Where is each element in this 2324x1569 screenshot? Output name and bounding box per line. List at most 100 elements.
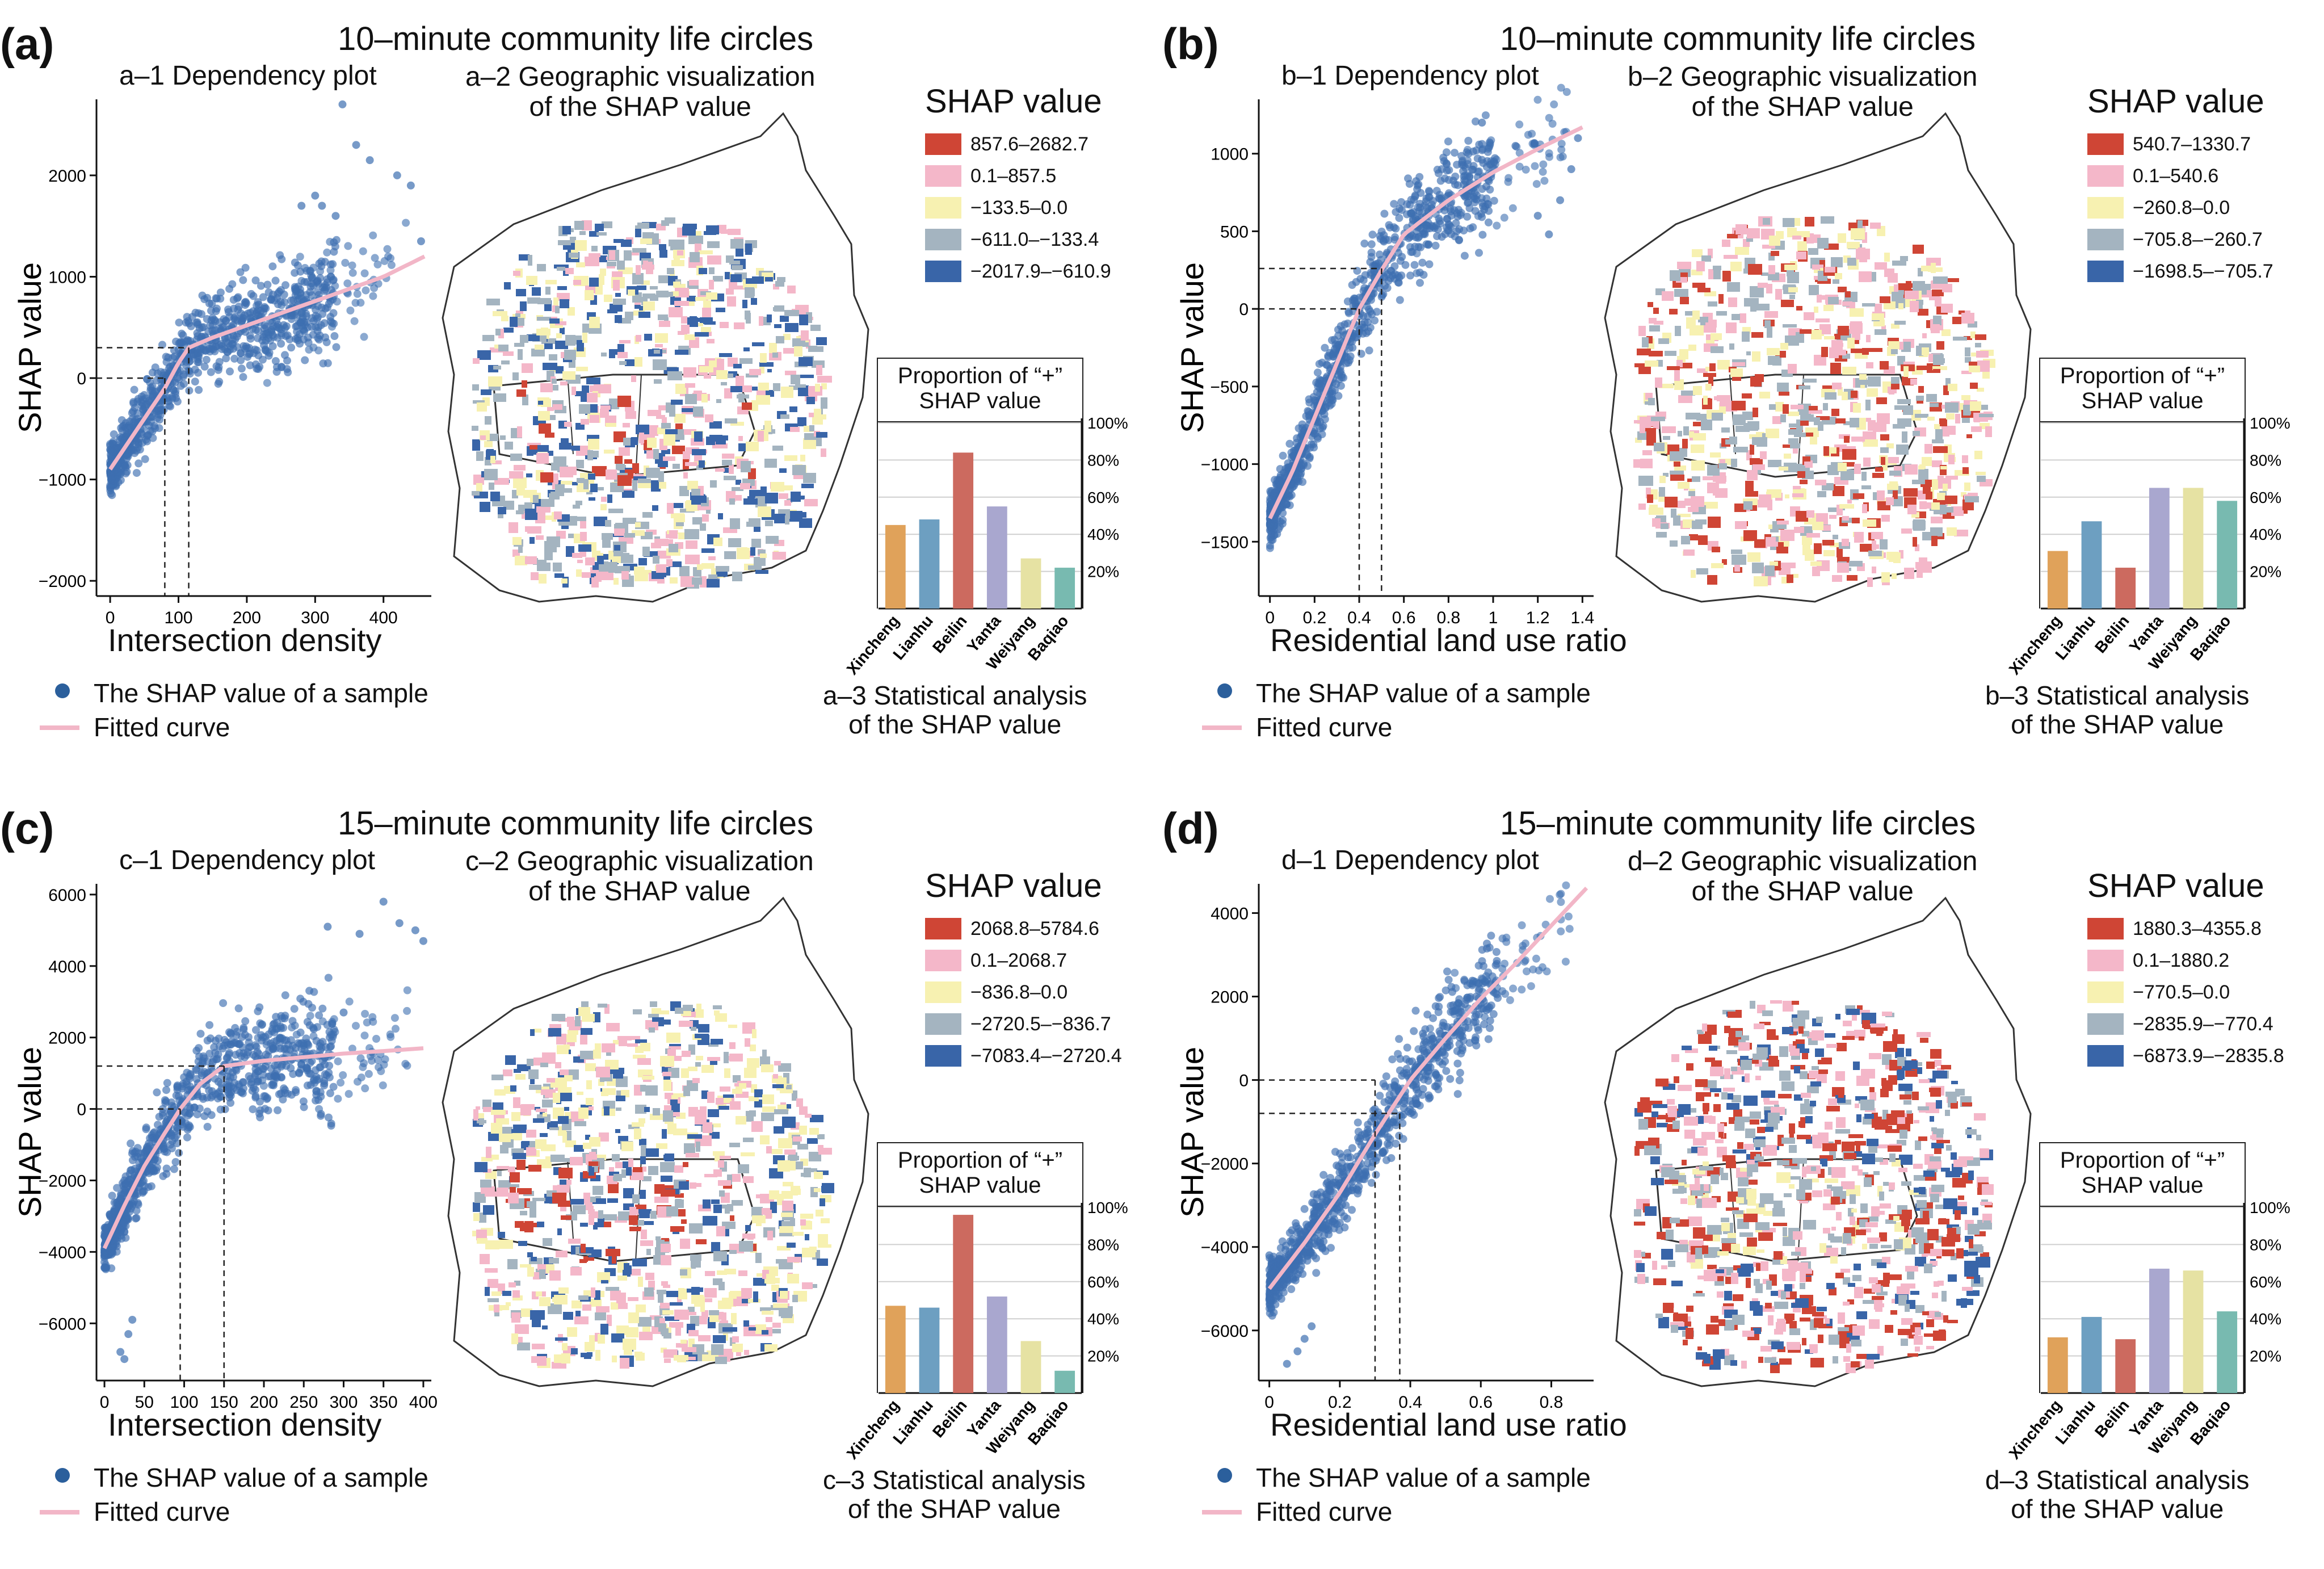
map-patch bbox=[588, 439, 599, 450]
panel-letter: (a) bbox=[0, 19, 54, 69]
region-boundary bbox=[442, 112, 869, 603]
map-patch bbox=[717, 1156, 731, 1159]
map-patch bbox=[666, 531, 671, 538]
map-patch bbox=[743, 498, 758, 505]
map-patch bbox=[1683, 519, 1693, 528]
map-patch bbox=[607, 1198, 618, 1203]
map-patch bbox=[1843, 421, 1854, 425]
map-patch bbox=[1966, 434, 1972, 438]
map-patch bbox=[730, 422, 744, 426]
map-patch bbox=[557, 1228, 562, 1235]
map-patch bbox=[1731, 549, 1742, 554]
map-patch bbox=[641, 297, 648, 305]
map-patch bbox=[705, 1271, 715, 1276]
map-patch bbox=[741, 461, 751, 472]
map-patch bbox=[1734, 563, 1740, 572]
x-axis-label: Intersection density bbox=[108, 622, 382, 658]
map-patch bbox=[520, 1211, 527, 1215]
map-patch bbox=[765, 493, 778, 504]
map-patch bbox=[601, 353, 607, 356]
map-patch bbox=[740, 483, 750, 489]
map-patch bbox=[729, 464, 734, 474]
map-patch bbox=[1769, 404, 1776, 410]
map-patch bbox=[1833, 486, 1844, 496]
map-patch bbox=[1822, 525, 1831, 531]
scatter-point bbox=[1330, 335, 1339, 344]
map-patch bbox=[512, 372, 519, 380]
map-patch bbox=[663, 434, 675, 446]
map-patch bbox=[701, 327, 711, 332]
map-patch bbox=[633, 1009, 642, 1014]
scatter-point bbox=[1548, 120, 1557, 128]
map-patch bbox=[759, 316, 763, 326]
map-patch bbox=[716, 566, 729, 572]
scatter-point bbox=[272, 316, 280, 325]
scatter-point bbox=[1412, 177, 1421, 186]
map-patch bbox=[1872, 313, 1884, 320]
map-patch bbox=[1868, 551, 1882, 556]
scatter-point bbox=[226, 367, 234, 376]
map-patch bbox=[736, 480, 741, 485]
scatter-point bbox=[1545, 230, 1553, 238]
map-patch bbox=[785, 323, 799, 332]
map-patch bbox=[750, 547, 755, 556]
map-patch bbox=[1653, 308, 1659, 314]
scatter-point bbox=[295, 317, 303, 326]
map-patch bbox=[564, 1034, 577, 1042]
map-patch bbox=[742, 402, 752, 410]
map-patch bbox=[565, 1140, 576, 1147]
map-patch bbox=[749, 490, 764, 498]
scatter-point bbox=[1360, 240, 1369, 247]
map-patch bbox=[648, 1166, 658, 1175]
map-patch bbox=[1707, 465, 1720, 476]
scatter-point bbox=[241, 328, 250, 336]
shap-map bbox=[1604, 112, 2032, 603]
map-patch bbox=[747, 496, 755, 501]
map-patch bbox=[675, 350, 688, 355]
map-patch bbox=[501, 316, 508, 321]
map-patch bbox=[562, 371, 575, 380]
map-patch bbox=[1806, 510, 1814, 518]
scatter-point bbox=[209, 321, 217, 329]
scatter-point bbox=[1431, 241, 1440, 250]
map-patch bbox=[730, 518, 740, 529]
scatter-point bbox=[1438, 233, 1446, 241]
map-patch bbox=[660, 1162, 675, 1172]
map-patch bbox=[1743, 423, 1758, 431]
map-patch bbox=[1722, 240, 1730, 247]
map-patch bbox=[699, 366, 713, 372]
scatter-point bbox=[1540, 177, 1549, 185]
scatter-point bbox=[243, 353, 252, 361]
map-patch bbox=[783, 334, 791, 340]
map-patch bbox=[1919, 501, 1927, 509]
map-patch bbox=[694, 431, 703, 442]
map-patch bbox=[1656, 532, 1667, 538]
map-patch bbox=[529, 445, 537, 450]
map-patch bbox=[553, 456, 566, 465]
map-patch bbox=[587, 435, 599, 441]
scatter-point bbox=[233, 343, 242, 351]
scatter-point bbox=[1298, 478, 1307, 486]
map-patch bbox=[505, 442, 513, 450]
scatter-point bbox=[1562, 88, 1571, 96]
map-patch bbox=[758, 506, 771, 517]
map-patch bbox=[1847, 575, 1857, 581]
map-patch bbox=[728, 538, 741, 547]
map-patch bbox=[730, 1101, 741, 1110]
map-patch bbox=[1649, 505, 1658, 514]
x-tick-label: 100 bbox=[164, 609, 192, 627]
map-patch bbox=[623, 518, 636, 524]
map-patch bbox=[631, 437, 638, 445]
map-patch bbox=[1901, 342, 1911, 352]
map-patch bbox=[1866, 362, 1873, 368]
map-patch bbox=[684, 429, 696, 435]
map-patch bbox=[632, 248, 646, 253]
map-patch bbox=[1682, 439, 1688, 448]
map-patch bbox=[1784, 265, 1797, 270]
map-patch bbox=[1637, 431, 1646, 440]
scatter-point bbox=[270, 296, 279, 305]
map-patch bbox=[1746, 450, 1752, 460]
map-patch bbox=[732, 1200, 743, 1206]
map-patch bbox=[1817, 491, 1826, 497]
map-patch bbox=[1659, 384, 1674, 388]
